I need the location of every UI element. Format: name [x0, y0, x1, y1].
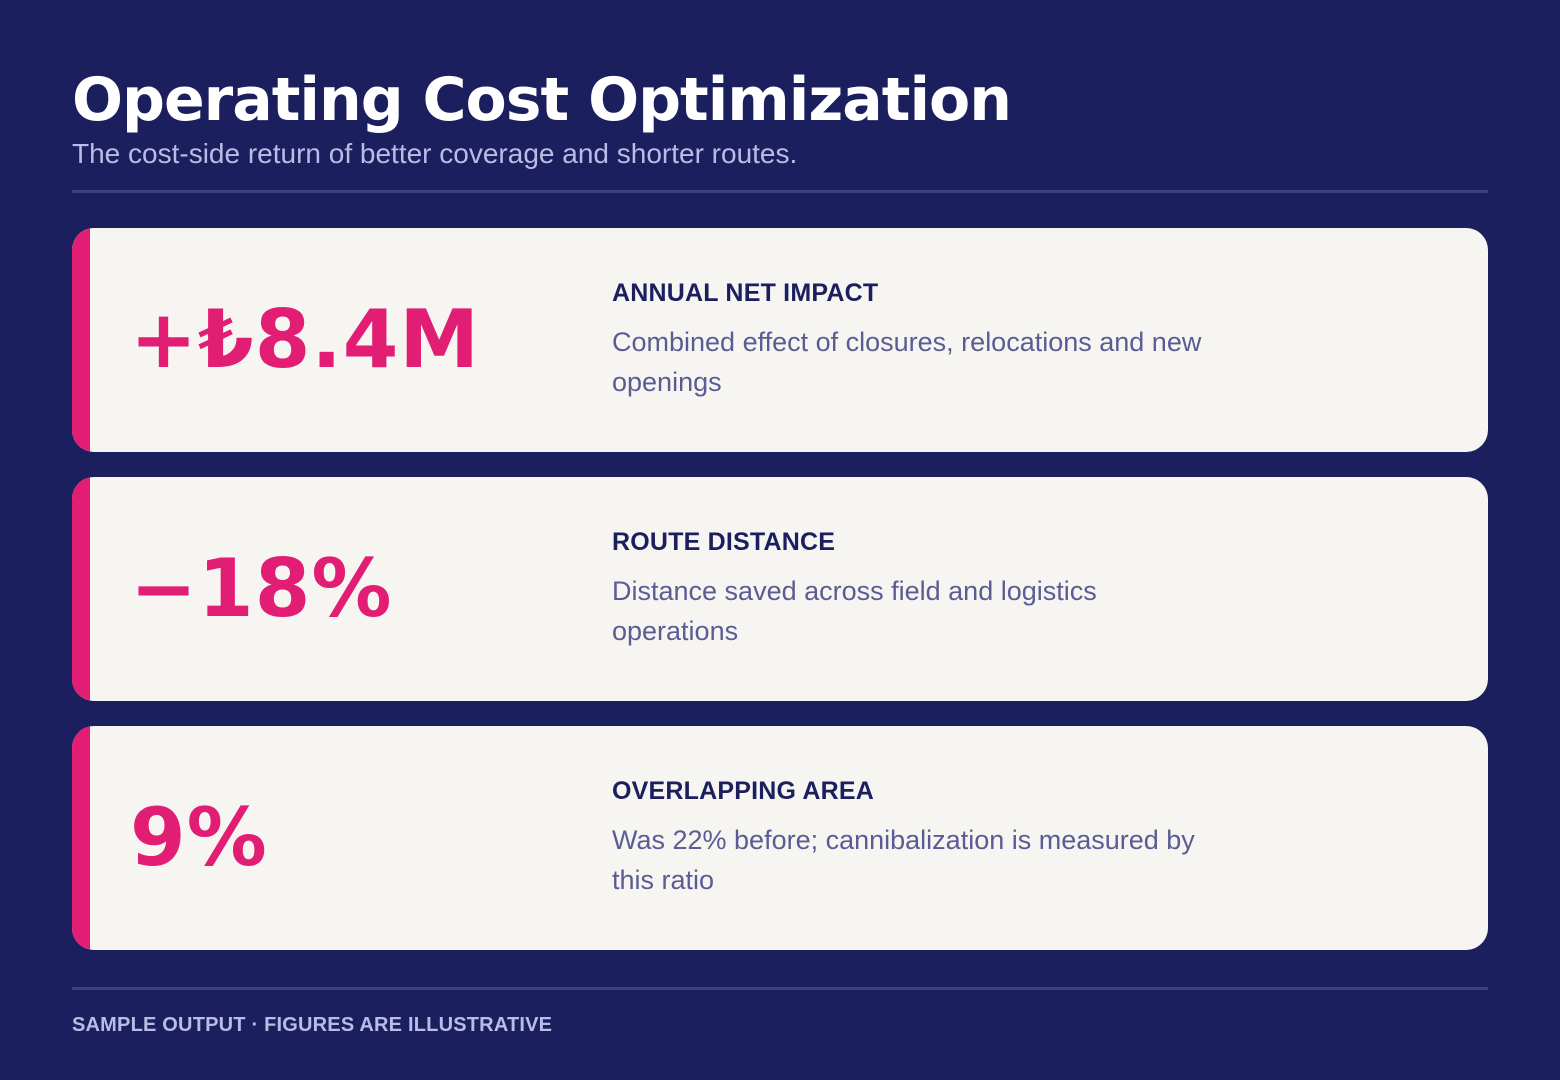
- metric-label: ANNUAL NET IMPACT: [612, 279, 879, 307]
- metric-value: +₺8.4M: [130, 293, 481, 386]
- card-accent-bar: [72, 477, 90, 701]
- page-header: Operating Cost Optimization The cost-sid…: [72, 62, 1488, 170]
- metric-value: −18%: [130, 542, 393, 635]
- page-title: Operating Cost Optimization: [72, 65, 1012, 135]
- card-accent-bar: [72, 228, 90, 452]
- card-accent-bar: [72, 726, 90, 950]
- metric-card-annual-net-impact: +₺8.4M ANNUAL NET IMPACT Combined effect…: [72, 228, 1488, 452]
- metric-description: Combined effect of closures, relocations…: [612, 327, 1202, 397]
- metric-label: ROUTE DISTANCE: [612, 528, 836, 556]
- metric-info: OVERLAPPING AREA Was 22% before; canniba…: [612, 774, 1222, 900]
- metric-info: ANNUAL NET IMPACT Combined effect of clo…: [612, 276, 1222, 402]
- footer-note: SAMPLE OUTPUT · FIGURES ARE ILLUSTRATIVE: [72, 1014, 553, 1036]
- metric-card-list: +₺8.4M ANNUAL NET IMPACT Combined effect…: [72, 228, 1488, 975]
- page-subtitle: The cost-side return of better coverage …: [72, 138, 798, 169]
- metric-card-overlapping-area: 9% OVERLAPPING AREA Was 22% before; cann…: [72, 726, 1488, 950]
- metric-info: ROUTE DISTANCE Distance saved across fie…: [612, 525, 1222, 651]
- metric-card-route-distance: −18% ROUTE DISTANCE Distance saved acros…: [72, 477, 1488, 701]
- footer-divider: [72, 987, 1488, 990]
- metric-description: Was 22% before; cannibalization is measu…: [612, 825, 1195, 895]
- metric-label: OVERLAPPING AREA: [612, 777, 875, 805]
- metric-description: Distance saved across field and logistic…: [612, 576, 1097, 646]
- header-divider: [72, 190, 1488, 193]
- metric-value: 9%: [130, 791, 268, 884]
